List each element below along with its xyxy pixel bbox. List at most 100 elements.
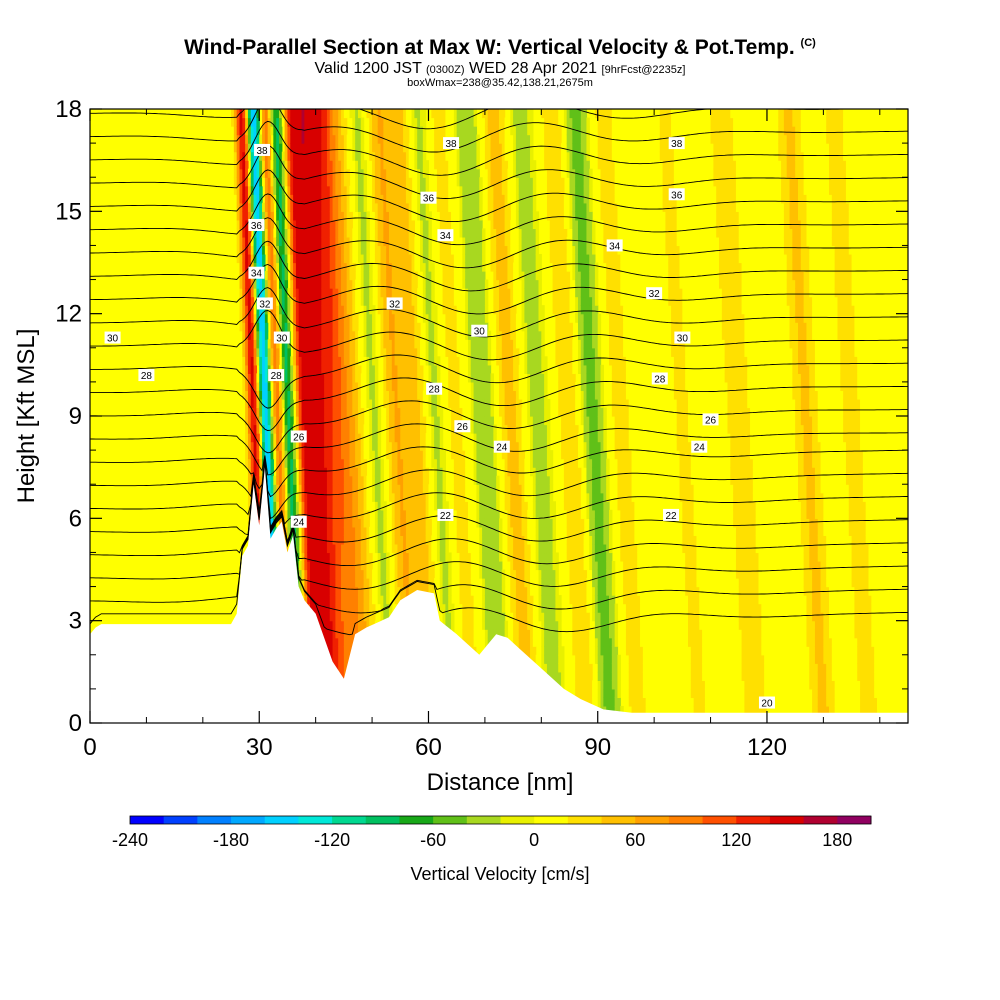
velocity-cell: [360, 450, 365, 460]
velocity-cell: [357, 219, 362, 229]
velocity-cell: [411, 509, 415, 519]
velocity-cell: [397, 288, 401, 298]
velocity-cell: [270, 526, 274, 536]
velocity-cell: [262, 126, 266, 136]
velocity-cell: [352, 492, 356, 502]
velocity-cell: [394, 271, 399, 281]
velocity-cell: [318, 134, 322, 144]
velocity-cell: [304, 543, 308, 554]
velocity-cell: [293, 245, 297, 255]
velocity-cell: [312, 390, 317, 400]
velocity-cell: [304, 475, 308, 485]
velocity-cell: [335, 458, 339, 468]
velocity-cell: [315, 381, 320, 392]
velocity-cell: [278, 151, 283, 161]
velocity-cell: [383, 501, 387, 511]
velocity-cell: [456, 526, 461, 536]
velocity-cell: [250, 305, 255, 315]
velocity-cell: [405, 177, 410, 187]
velocity-cell: [453, 313, 458, 323]
velocity-cell: [357, 450, 362, 460]
velocity-cell: [247, 134, 252, 144]
velocity-cell: [400, 543, 404, 554]
velocity-cell: [355, 543, 359, 554]
velocity-cell: [386, 339, 390, 349]
velocity-cell: [318, 228, 322, 238]
velocity-cell: [391, 347, 396, 357]
velocity-cell: [315, 612, 320, 622]
velocity-cell: [349, 458, 353, 468]
velocity-cell: [326, 458, 331, 468]
velocity-cell: [324, 185, 328, 195]
velocity-cell: [349, 612, 353, 622]
velocity-cell: [363, 177, 368, 187]
velocity-cell: [377, 433, 382, 443]
velocity-cell: [439, 603, 444, 613]
velocity-cell: [377, 586, 382, 596]
velocity-cell: [422, 109, 427, 119]
velocity-cell: [352, 262, 356, 272]
velocity-cell: [397, 177, 401, 187]
velocity-cell: [394, 407, 399, 417]
velocity-cell: [386, 262, 390, 272]
velocity-cell: [329, 160, 334, 170]
velocity-cell: [270, 416, 274, 426]
velocity-cell: [403, 467, 407, 477]
velocity-cell: [242, 398, 246, 409]
velocity-cell: [439, 236, 444, 247]
velocity-cell: [335, 117, 339, 127]
velocity-cell: [293, 117, 297, 127]
velocity-cell: [315, 535, 320, 545]
velocity-cell: [315, 356, 320, 366]
velocity-cell: [394, 151, 399, 161]
velocity-cell: [273, 279, 277, 289]
velocity-cell: [434, 484, 438, 494]
velocity-cell: [304, 245, 308, 255]
velocity-cell: [383, 279, 387, 289]
velocity-cell: [284, 467, 289, 477]
velocity-cell: [428, 526, 432, 536]
velocity-cell: [408, 390, 413, 400]
velocity-cell: [293, 509, 297, 519]
velocity-cell: [383, 296, 387, 306]
velocity-cell: [298, 202, 303, 212]
velocity-cell: [233, 228, 238, 238]
velocity-cell: [276, 253, 280, 264]
velocity-cell: [307, 262, 311, 272]
velocity-cell: [298, 279, 303, 289]
velocity-cell: [408, 552, 413, 562]
velocity-cell: [346, 509, 351, 519]
velocity-cell: [397, 194, 401, 204]
velocity-cell: [372, 126, 376, 136]
velocity-cell: [304, 219, 308, 229]
velocity-cell: [346, 450, 351, 460]
velocity-cell: [428, 253, 432, 264]
velocity-cell: [442, 151, 447, 161]
velocity-cell: [420, 219, 424, 229]
velocity-cell: [326, 288, 331, 298]
velocity-cell: [397, 595, 401, 605]
velocity-cell: [394, 526, 399, 536]
velocity-cell: [273, 484, 277, 494]
velocity-cell: [394, 330, 399, 340]
velocity-cell: [270, 458, 274, 468]
velocity-cell: [400, 424, 404, 434]
velocity-cell: [380, 245, 384, 255]
velocity-cell: [386, 126, 390, 136]
velocity-cell: [242, 126, 246, 136]
velocity-cell: [372, 492, 376, 502]
velocity-cell: [431, 398, 435, 409]
velocity-cell: [411, 407, 415, 417]
velocity-cell: [456, 501, 461, 511]
velocity-cell: [245, 185, 249, 195]
velocity-cell: [456, 509, 461, 519]
velocity-cell: [386, 390, 390, 400]
velocity-cell: [451, 288, 455, 298]
velocity-cell: [380, 458, 384, 468]
velocity-cell: [273, 228, 277, 238]
velocity-cell: [360, 228, 365, 238]
velocity-cell: [405, 356, 410, 366]
velocity-cell: [267, 433, 272, 443]
velocity-cell: [377, 262, 382, 272]
velocity-cell: [247, 373, 252, 383]
